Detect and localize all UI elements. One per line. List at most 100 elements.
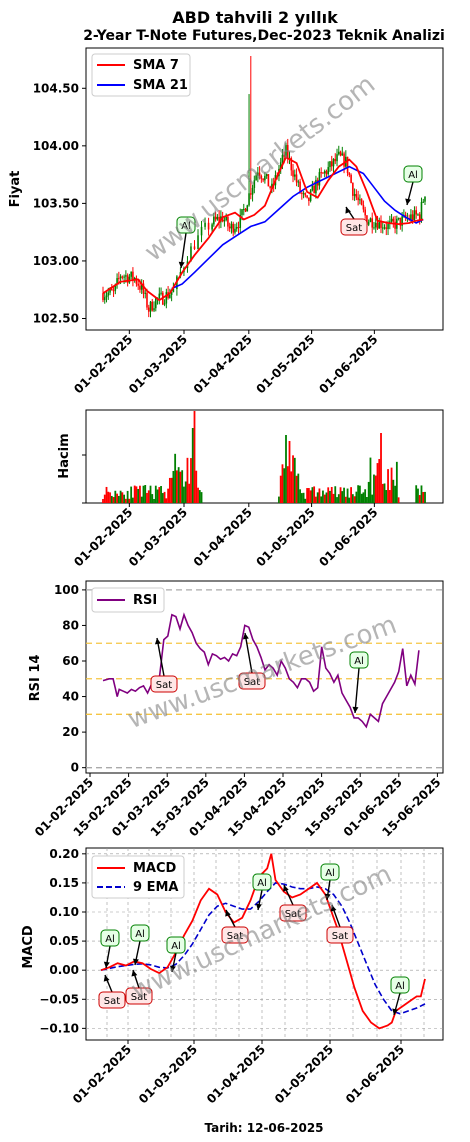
- candle-body: [242, 208, 245, 210]
- candle-body: [362, 204, 365, 210]
- figure-title: ABD tahvili 2 yıllık: [172, 8, 338, 27]
- macd-ytick-label: 0.10: [49, 905, 79, 919]
- candle-body: [309, 190, 312, 201]
- candle-body: [304, 193, 307, 196]
- volume-bar: [395, 461, 398, 503]
- candle-body: [318, 172, 321, 186]
- candle-body: [255, 175, 257, 181]
- candle-body: [105, 295, 108, 298]
- annotation-arrowhead: [131, 970, 138, 977]
- candle-body: [399, 217, 402, 226]
- volume-bar: [290, 471, 293, 503]
- rsi-legend-box: [91, 587, 165, 613]
- volume-bar: [388, 490, 391, 503]
- candle-body: [225, 216, 227, 221]
- legend-sma21-label: SMA 21: [133, 78, 188, 93]
- annotation-arrowhead: [330, 905, 337, 912]
- volume-bar: [114, 490, 117, 503]
- candle-body: [207, 222, 210, 230]
- volume-bar: [306, 488, 309, 503]
- candle-body: [153, 308, 155, 311]
- sell-badge-label: Sat: [332, 931, 348, 942]
- annotation-arrowhead: [282, 885, 289, 892]
- volume-bar: [142, 485, 145, 503]
- macd-ytick-label: 0.05: [49, 934, 79, 948]
- volume-bar: [336, 497, 338, 503]
- buy-badge: [390, 976, 410, 994]
- volume-bar: [422, 492, 425, 503]
- candle-body: [218, 216, 220, 222]
- candle-body: [353, 194, 356, 196]
- price-ytick-label: 104.50: [33, 81, 79, 95]
- volume-bar: [415, 485, 418, 503]
- sell-badge-label: Sat: [104, 996, 120, 1007]
- volume-xtick-label: 01-06-2025: [316, 505, 380, 569]
- macd-ytick-label: 0.00: [49, 963, 79, 977]
- volume-bar: [279, 475, 282, 503]
- candle-body: [394, 221, 396, 229]
- volume-bar: [367, 481, 370, 503]
- candle-body: [292, 170, 294, 177]
- annotation-arrowhead: [255, 903, 262, 910]
- candle-body: [103, 297, 106, 301]
- candle-body: [378, 220, 381, 229]
- candle-body: [308, 197, 310, 201]
- candle-body: [410, 214, 412, 220]
- volume-bar: [160, 486, 162, 503]
- annotation-arrowhead: [405, 198, 412, 205]
- candle-body: [146, 292, 148, 308]
- volume-ylabel: Hacim: [57, 433, 72, 478]
- candle-body: [118, 278, 120, 280]
- sell-badge: [238, 672, 266, 690]
- volume-bar: [123, 494, 126, 503]
- volume-bar: [364, 489, 367, 503]
- candle-body: [250, 193, 252, 195]
- volume-bar: [417, 488, 419, 503]
- candle-body: [281, 154, 284, 163]
- candle-body: [381, 227, 384, 229]
- volume-bar: [286, 466, 289, 503]
- candle-body: [376, 222, 379, 229]
- volume-bar: [318, 488, 321, 503]
- legend-signal-label: 9 EMA: [133, 880, 178, 895]
- candle-body: [341, 153, 344, 156]
- candle-body: [160, 292, 162, 294]
- volume-bar: [124, 498, 127, 503]
- candle-body: [417, 214, 419, 216]
- candle-body: [237, 226, 240, 228]
- candle-body: [151, 301, 154, 311]
- candle-body: [112, 290, 115, 292]
- candle-body: [144, 292, 147, 294]
- candle-body: [102, 293, 104, 301]
- candle-body: [320, 172, 322, 174]
- volume-bar: [330, 486, 333, 503]
- price-xtick-label: 01-06-2025: [316, 332, 380, 396]
- candle-body: [125, 275, 127, 277]
- candle-body: [283, 154, 286, 157]
- candle-body: [330, 161, 333, 167]
- volume-bar: [360, 493, 363, 503]
- candle-body: [364, 209, 366, 216]
- price-panel: Fiyat 102.50 103.00 103.50 104.00 104.50 01-0…: [8, 47, 444, 396]
- candle-body: [228, 226, 231, 229]
- macd-ytick-label: −0.05: [39, 992, 79, 1006]
- candle-body: [119, 276, 122, 279]
- macd-xtick-label: 01-03-2025: [136, 1042, 200, 1106]
- candle-body: [302, 193, 305, 195]
- macd-line: [100, 853, 426, 1030]
- price-ytick-label: 104.00: [33, 139, 79, 153]
- candle-body: [204, 222, 206, 227]
- volume-bar: [158, 487, 161, 503]
- volume-bar: [311, 487, 314, 503]
- candle-body: [401, 216, 403, 226]
- candle-body: [132, 271, 134, 280]
- volume-bar: [327, 487, 330, 503]
- buy-badge: [403, 165, 423, 183]
- candle-body: [383, 227, 386, 229]
- candle-body: [154, 298, 157, 309]
- volume-bar: [109, 492, 111, 503]
- volume-bar: [344, 496, 347, 503]
- volume-bar: [309, 490, 312, 503]
- candle-body: [262, 178, 264, 181]
